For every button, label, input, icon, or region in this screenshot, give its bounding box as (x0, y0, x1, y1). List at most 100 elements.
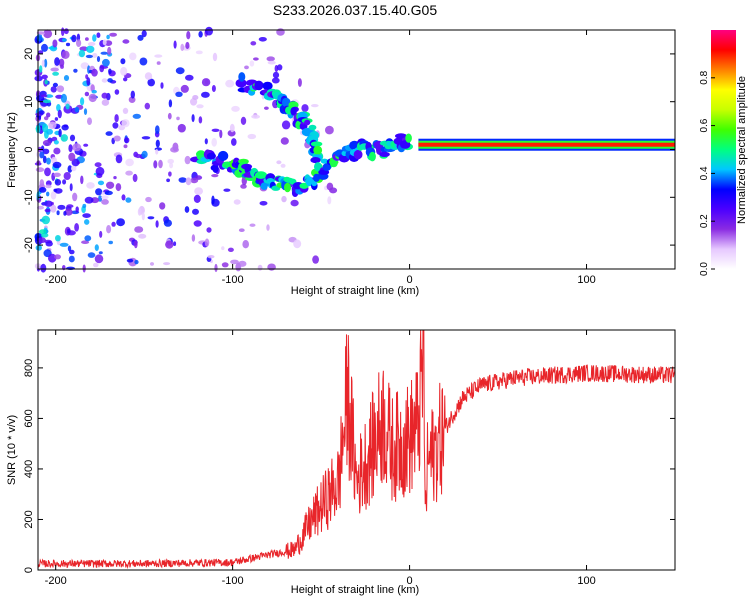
noise-blob (37, 205, 44, 210)
noise-blob (114, 89, 120, 95)
noise-blob (225, 79, 235, 88)
noise-blob (43, 29, 53, 39)
y-tick-label: -10 (23, 189, 35, 205)
noise-blob (95, 166, 105, 176)
noise-blob (106, 34, 110, 40)
band-core (418, 142, 675, 147)
noise-blob (46, 128, 53, 135)
lower-branch-blob (217, 150, 229, 161)
noise-blob (163, 262, 171, 266)
noise-blob (250, 41, 257, 46)
spectrogram-ylabel: Frequency (Hz) (6, 112, 18, 188)
colorbar-tick-label: 0.4 (699, 166, 710, 180)
x-tick-label: 100 (577, 274, 595, 286)
noise-blob (281, 120, 291, 130)
noise-blob (167, 112, 172, 120)
snr-ticks: -200 -100 0 100 0 200 400 600 800 (23, 330, 675, 587)
colorbar-ticks: 0.0 0.2 0.4 0.6 0.8 (699, 70, 715, 276)
noise-blob (101, 191, 105, 195)
noise-blob (42, 99, 52, 104)
y-tick-label: 20 (23, 48, 35, 60)
noise-blob (211, 85, 216, 92)
noise-blob (40, 263, 47, 273)
noise-blob (180, 84, 189, 93)
noise-blob (45, 241, 53, 247)
noise-blob (94, 244, 99, 252)
noise-blob (50, 67, 59, 72)
noise-blob (84, 219, 90, 225)
noise-blob (109, 32, 117, 37)
noise-blob (52, 71, 59, 76)
noise-blob (63, 172, 71, 180)
noise-blob (82, 213, 91, 219)
noise-blob (57, 204, 66, 210)
noise-blob (84, 196, 94, 204)
noise-blob (67, 245, 72, 252)
noise-blob (242, 240, 249, 249)
noise-blob (96, 56, 101, 62)
noise-blob (101, 195, 109, 200)
noise-blob (51, 156, 57, 164)
noise-blob (159, 202, 166, 210)
noise-blob (85, 54, 93, 59)
noise-blob (37, 115, 42, 120)
noise-blob (115, 183, 122, 192)
noise-blob (138, 233, 147, 239)
noise-blob (144, 102, 150, 110)
noise-blob (80, 62, 90, 70)
noise-blob (65, 42, 71, 47)
noise-blob (160, 82, 164, 89)
noise-blob (37, 237, 46, 244)
snr-marks (37, 329, 676, 570)
noise-blob (71, 34, 77, 43)
noise-blob (50, 191, 57, 200)
colorbar: 0.0 0.2 0.4 0.6 0.8 Normalized spectral ampl… (699, 30, 748, 276)
noise-blob (211, 128, 220, 132)
noise-blob (97, 180, 105, 186)
noise-blob (155, 139, 160, 148)
noise-blob (132, 173, 138, 183)
noise-blob (193, 220, 202, 227)
noise-blob (211, 137, 217, 147)
noise-blob (214, 263, 218, 273)
noise-blob (105, 131, 113, 136)
lower-branch-blob (329, 159, 338, 168)
noise-blob (190, 177, 199, 184)
noise-blob (277, 64, 283, 71)
noise-blob (54, 179, 62, 186)
noise-blob (276, 160, 282, 165)
noise-blob (91, 89, 97, 94)
noise-blob (52, 82, 59, 88)
noise-blob (69, 249, 75, 255)
noise-blob (38, 187, 47, 193)
x-tick-label: -100 (222, 575, 244, 587)
noise-blob (125, 158, 134, 167)
noise-blob (62, 179, 67, 185)
noise-blob (145, 196, 152, 203)
noise-blob (125, 197, 132, 203)
noise-blob (290, 199, 299, 207)
noise-blob (56, 210, 60, 216)
noise-blob (194, 187, 204, 196)
noise-blob (137, 208, 142, 216)
noise-blob (238, 228, 245, 232)
noise-blob (76, 39, 82, 47)
noise-blob (211, 195, 215, 205)
noise-blob (107, 78, 113, 83)
noise-blob (170, 146, 179, 153)
noise-blob (73, 68, 78, 73)
noise-blob (281, 195, 287, 203)
noise-blob (150, 262, 154, 266)
noise-blob (259, 201, 268, 206)
noise-blob (266, 56, 275, 62)
noise-blob (85, 37, 89, 41)
noise-blob (92, 34, 97, 42)
noise-blob (69, 183, 73, 192)
noise-blob (78, 49, 86, 58)
noise-blob (280, 163, 286, 168)
colorbar-tick-label: 0.8 (699, 70, 710, 84)
noise-blob (83, 143, 89, 147)
lower-branch-blob (379, 151, 390, 157)
noise-blob (64, 28, 69, 35)
